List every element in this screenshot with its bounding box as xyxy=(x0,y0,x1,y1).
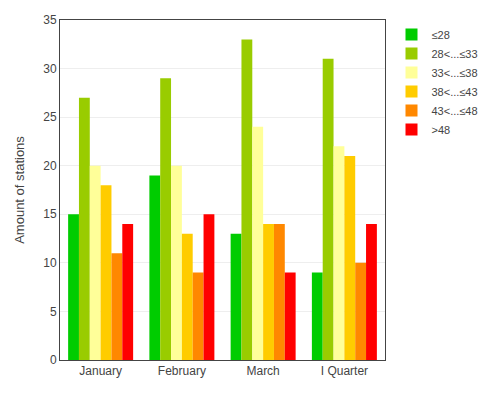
svg-text:January: January xyxy=(79,364,122,378)
svg-text:>48: >48 xyxy=(432,124,451,136)
svg-text:≤28: ≤28 xyxy=(432,29,450,41)
svg-text:33<...≤38: 33<...≤38 xyxy=(432,67,478,79)
svg-text:28<...≤33: 28<...≤33 xyxy=(432,48,478,60)
svg-text:30: 30 xyxy=(43,62,57,76)
svg-text:0: 0 xyxy=(50,353,57,367)
svg-text:Amount of stations: Amount of stations xyxy=(12,136,27,244)
svg-text:43<...≤48: 43<...≤48 xyxy=(432,105,478,117)
svg-text:25: 25 xyxy=(43,110,57,124)
svg-text:38<...≤43: 38<...≤43 xyxy=(432,86,478,98)
svg-text:March: March xyxy=(246,364,279,378)
svg-text:5: 5 xyxy=(50,305,57,319)
svg-text:I Quarter: I Quarter xyxy=(321,364,368,378)
svg-text:February: February xyxy=(158,364,206,378)
svg-text:15: 15 xyxy=(43,207,57,221)
svg-text:35: 35 xyxy=(43,13,57,27)
svg-text:20: 20 xyxy=(43,159,57,173)
svg-text:10: 10 xyxy=(43,256,57,270)
